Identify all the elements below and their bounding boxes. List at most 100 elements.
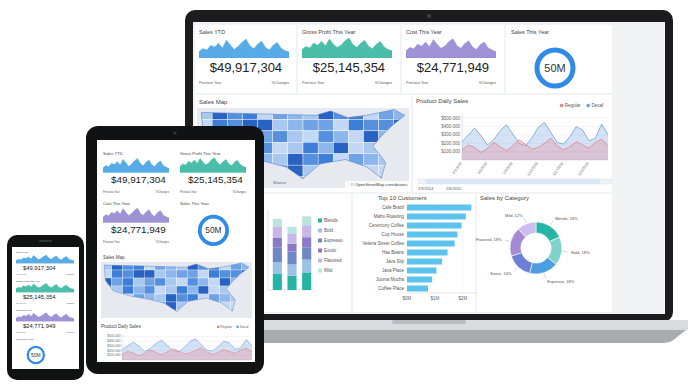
- tick-label: $400,000: [441, 124, 460, 129]
- bar-segment: [302, 248, 311, 260]
- legend-label: Espresso: [324, 238, 343, 243]
- map-region: [133, 302, 144, 310]
- bar-segment: [287, 244, 296, 252]
- map-region: [288, 142, 303, 153]
- kpi-caption: Previous Year: [16, 302, 26, 304]
- kpi-value: $49,917,304: [111, 174, 166, 185]
- clip-group: [180, 158, 246, 173]
- legend-label: Decaf: [240, 325, 248, 329]
- map-region: [379, 119, 394, 130]
- map-region: [303, 177, 318, 188]
- leader-line: [505, 240, 510, 241]
- map-region: [318, 119, 333, 130]
- gauge-ring: [28, 347, 44, 363]
- map-region: [273, 119, 288, 130]
- map-region: [187, 302, 198, 310]
- kpi-caption: %Changes: [478, 81, 496, 85]
- grid-line: [462, 126, 608, 127]
- map-region: [123, 302, 134, 310]
- panel-title: Sales Map: [199, 99, 228, 105]
- map-region: [230, 302, 241, 310]
- panel: [413, 95, 612, 192]
- map-region: [112, 286, 123, 294]
- bar-segment: [302, 225, 311, 237]
- bar-segment: [302, 260, 311, 273]
- map-region: [364, 131, 379, 142]
- map-region: [230, 294, 241, 302]
- map-region: [123, 286, 134, 294]
- bar-segment: [287, 276, 296, 290]
- map-region: [303, 154, 318, 165]
- map-region: [303, 108, 318, 119]
- kpi-caption: %Changes: [271, 81, 289, 85]
- sparkline: [180, 158, 246, 173]
- leader-line: [550, 221, 553, 225]
- map-region: [155, 278, 166, 286]
- kpi-caption: Previous Year: [103, 190, 120, 194]
- map-region: [241, 302, 252, 310]
- bar-segment: [273, 219, 282, 227]
- phone-screen: [12, 247, 79, 369]
- data-label: Mild, 12%: [505, 213, 523, 218]
- map-outline: [104, 263, 249, 311]
- clip-group: [406, 39, 496, 58]
- map-region: [155, 262, 166, 270]
- map-region: [177, 270, 188, 278]
- bar-segment: [302, 272, 311, 290]
- kpi-caption: Previous Year: [16, 331, 26, 333]
- bar: [407, 250, 448, 256]
- tick-label: $500,000: [107, 334, 121, 338]
- map-region: [394, 119, 409, 130]
- kpi-caption: Previous Year: [199, 81, 222, 85]
- data-label: Exotic, 16%: [490, 271, 512, 276]
- tick-label: 1/17/2015: [552, 161, 564, 176]
- map-region: [220, 286, 231, 294]
- map-region: [220, 310, 231, 318]
- slice: [518, 222, 536, 237]
- tablet-camera: [173, 131, 176, 134]
- map-region: [133, 270, 144, 278]
- legend-swatch: [318, 269, 322, 273]
- map-region: [318, 142, 333, 153]
- laptop-camera: [427, 14, 431, 18]
- kpi-title: Gross Profit This Year: [16, 280, 40, 283]
- clip-group: [302, 38, 392, 58]
- map-region: [364, 119, 379, 130]
- data-label: Espresso, 18%: [547, 279, 574, 284]
- map-region: [273, 154, 288, 165]
- kpi-caption: Previous Year: [406, 81, 429, 85]
- map-region: [187, 278, 198, 286]
- map-region: [198, 286, 209, 294]
- legend-swatch: [318, 249, 322, 253]
- slice: [530, 258, 556, 274]
- attribution-box: [345, 181, 409, 188]
- sparkline: [199, 39, 289, 58]
- tick-label: $500,000: [441, 116, 460, 121]
- legend-swatch: [586, 104, 590, 108]
- map-region: [303, 131, 318, 142]
- bar: [407, 286, 428, 292]
- clip-group: [407, 205, 471, 292]
- legend-swatch: [318, 259, 322, 263]
- bar: [407, 259, 442, 265]
- map-region: [230, 310, 241, 318]
- kpi-title: Gross Profit This Year: [180, 151, 221, 156]
- kpi-title: Sales YTD: [16, 251, 28, 254]
- tick-label: $300,000: [107, 344, 121, 348]
- map-region: [144, 302, 155, 310]
- tick-label: $0M: [403, 296, 412, 301]
- bar-segment: [287, 252, 296, 265]
- clip-group: [462, 122, 608, 160]
- range-label: 2/6/2015: [446, 186, 462, 191]
- map-region: [166, 310, 177, 318]
- axis-line: [268, 210, 269, 290]
- map-region: [241, 270, 252, 278]
- kpi-caption: Previous Year: [180, 190, 197, 194]
- tick-label: 1/21/2015: [577, 161, 589, 176]
- laptop-notch: [392, 320, 466, 324]
- range-slider: [418, 179, 612, 184]
- map-region: [187, 270, 198, 278]
- map-region: [230, 286, 241, 294]
- map-region: [333, 154, 348, 165]
- map-region: [123, 278, 134, 286]
